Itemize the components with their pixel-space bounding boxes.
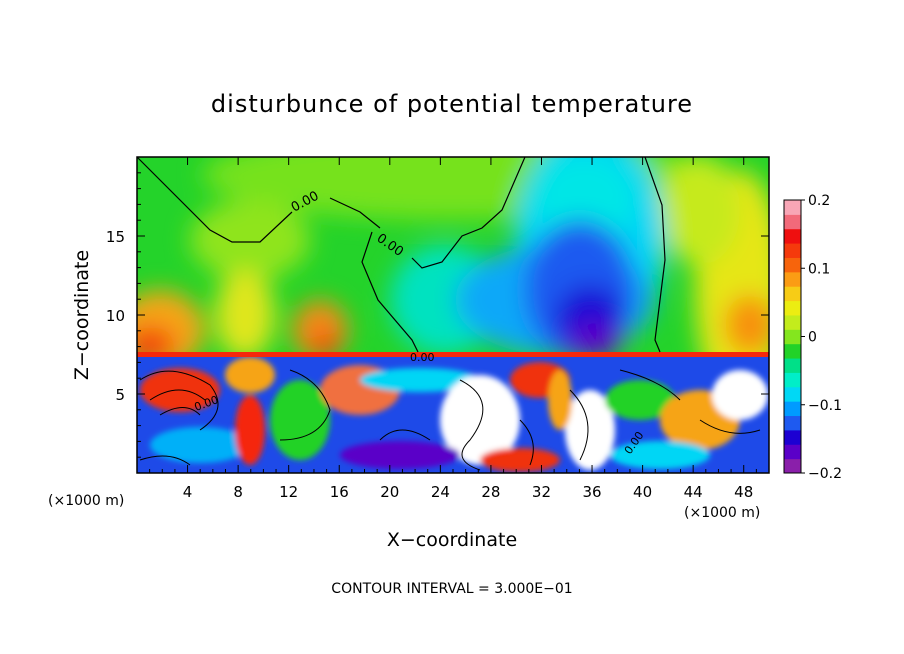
y-unit-label: (×1000 m) (48, 493, 124, 509)
y-tick-label: 15 (106, 228, 125, 246)
colorbar-swatch (784, 300, 801, 316)
colorbar-swatch (784, 257, 801, 273)
x-tick-label: 40 (633, 483, 652, 501)
colorbar-swatch (784, 415, 801, 431)
contour-interval-note: CONTOUR INTERVAL = 3.000E−01 (331, 581, 572, 597)
colorbar-swatch (784, 228, 801, 244)
colorbar-tick-label: 0.1 (808, 261, 830, 277)
colorbar-swatch (784, 458, 801, 474)
colorbar-swatch (784, 314, 801, 330)
x-tick-label: 44 (684, 483, 703, 501)
x-tick-label: 12 (279, 483, 298, 501)
y-axis: 5 10 15 (106, 172, 769, 458)
plot-area: 0.00 0.00 0.00 0.00 0.00 (136, 156, 770, 474)
x-tick-label: 24 (431, 483, 450, 501)
y-tick-label: 10 (106, 307, 125, 325)
x-tick-label: 32 (532, 483, 551, 501)
colorbar-swatch (784, 200, 801, 215)
x-tick-label: 28 (481, 483, 500, 501)
x-tick-label: 8 (233, 483, 243, 501)
x-tick-label: 16 (330, 483, 349, 501)
colorbar-swatch (784, 386, 801, 402)
chart-title: disturbunce of potential temperature (211, 90, 693, 118)
colorbar-tick-label: 0 (808, 330, 817, 346)
x-axis-label: X−coordinate (387, 529, 517, 551)
y-axis-label: Z−coordinate (71, 250, 93, 380)
colorbar-swatch (784, 372, 801, 388)
colorbar: 0.2 0.1 0 −0.1 −0.2 (783, 193, 842, 482)
x-tick-label: 20 (380, 483, 399, 501)
colorbar-swatch (784, 329, 801, 345)
colorbar-swatch (784, 358, 801, 373)
lower-contours (139, 369, 761, 471)
colorbar-swatch (784, 401, 801, 417)
y-tick-label: 5 (115, 386, 125, 404)
x-tick-label: 48 (734, 483, 753, 501)
x-tick-label: 36 (582, 483, 601, 501)
x-axis: 4 8 12 16 20 24 28 32 36 40 44 48 (149, 157, 757, 501)
x-tick-label: 4 (183, 483, 193, 501)
colorbar-swatch (784, 286, 801, 302)
colorbar-tick-label: −0.2 (808, 466, 842, 482)
colorbar-swatch (784, 343, 801, 359)
contour-label: 0.00 (410, 351, 435, 364)
colorbar-tick-label: −0.1 (808, 398, 842, 414)
zero-contour (136, 156, 666, 353)
colorbar-swatch (784, 271, 801, 287)
colorbar-swatch (784, 243, 801, 258)
colorbar-swatch (784, 429, 801, 445)
colorbar-swatch (784, 444, 801, 460)
upper-field (137, 157, 769, 357)
colorbar-swatch (784, 214, 801, 230)
colorbar-tick-label: 0.2 (808, 193, 830, 209)
lower-field (137, 357, 769, 473)
x-unit-label: (×1000 m) (684, 505, 760, 521)
